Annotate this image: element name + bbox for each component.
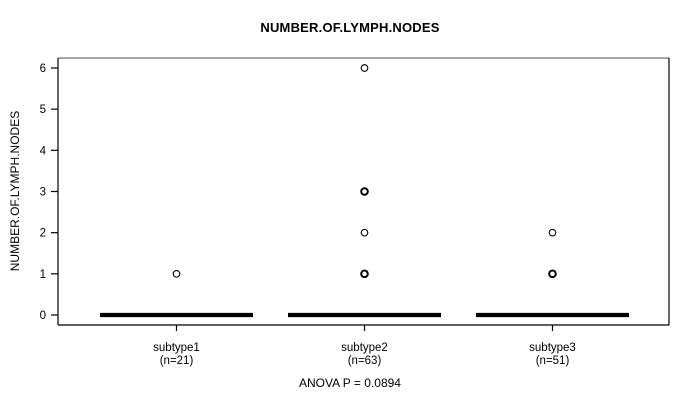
chart-title: NUMBER.OF.LYMPH.NODES [260,20,440,35]
group-n-label: (n=21) [160,355,194,367]
y-tick-label: 6 [40,63,46,75]
y-tick-label: 0 [40,310,46,322]
outlier-point [548,228,557,237]
y-axis-label: NUMBER.OF.LYMPH.NODES [8,110,22,272]
group-n-label: (n=51) [536,355,570,367]
y-tick-label: 1 [40,269,46,281]
y-tick-label: 2 [40,228,46,240]
anova-p-text: ANOVA P = 0.0894 [299,376,401,390]
outlier-point [360,187,369,196]
group-label: subtype2 [341,342,388,354]
group-label: subtype3 [529,342,576,354]
outlier-point [172,269,181,278]
outlier-point [360,64,369,72]
outlier-point [360,228,369,237]
outlier-point [548,269,557,279]
outlier-point [360,269,369,279]
y-tick-label: 3 [40,186,46,198]
group-n-label: (n=63) [348,355,382,367]
y-tick-label: 5 [40,104,46,116]
group-label: subtype1 [153,342,200,354]
y-tick-label: 4 [40,145,47,157]
